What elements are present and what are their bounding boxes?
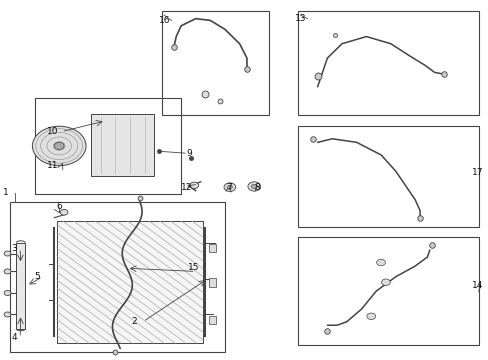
Circle shape <box>224 183 235 192</box>
Circle shape <box>366 313 375 319</box>
Circle shape <box>4 312 11 317</box>
Bar <box>209 244 216 252</box>
Circle shape <box>4 251 11 256</box>
Text: 4: 4 <box>11 333 17 342</box>
Circle shape <box>227 185 232 189</box>
Text: 5: 5 <box>34 272 40 281</box>
Text: 2: 2 <box>131 317 136 326</box>
Bar <box>161 12 268 116</box>
Bar <box>298 237 478 345</box>
Text: 6: 6 <box>57 202 62 211</box>
Circle shape <box>54 142 64 149</box>
Bar <box>298 12 478 116</box>
Bar <box>35 98 181 194</box>
Bar <box>91 114 154 176</box>
Circle shape <box>32 126 86 166</box>
Circle shape <box>60 210 68 215</box>
Text: 9: 9 <box>185 149 191 158</box>
Circle shape <box>247 182 260 191</box>
Circle shape <box>381 279 389 285</box>
Text: 17: 17 <box>471 168 483 177</box>
Circle shape <box>4 269 11 274</box>
Circle shape <box>189 182 198 189</box>
Text: 7: 7 <box>225 183 231 192</box>
Bar <box>209 316 216 324</box>
Circle shape <box>4 291 11 296</box>
Text: 8: 8 <box>254 183 260 192</box>
Text: 11: 11 <box>47 161 59 170</box>
Bar <box>16 243 25 329</box>
Text: 10: 10 <box>47 127 59 136</box>
Bar <box>298 126 478 226</box>
Text: 12: 12 <box>181 183 192 192</box>
Text: 1: 1 <box>3 188 9 197</box>
Text: 3: 3 <box>11 244 17 253</box>
Text: 13: 13 <box>295 14 306 23</box>
Circle shape <box>376 259 385 266</box>
Text: 16: 16 <box>159 16 170 25</box>
Bar <box>209 278 216 287</box>
Text: 14: 14 <box>471 281 483 290</box>
Text: 15: 15 <box>188 264 200 273</box>
Bar <box>57 221 203 343</box>
Bar <box>10 202 224 352</box>
Circle shape <box>251 184 257 189</box>
